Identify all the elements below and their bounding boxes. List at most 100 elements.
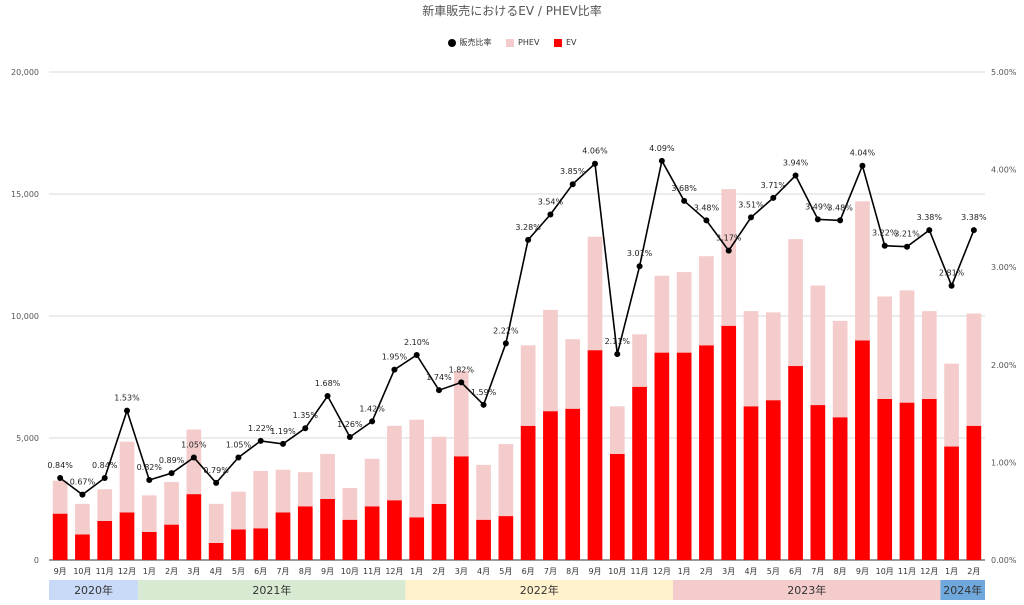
point-ratio[interactable] [190, 454, 197, 461]
bar-phev[interactable] [855, 201, 870, 341]
point-ratio[interactable] [881, 242, 888, 249]
bar-ev[interactable] [609, 453, 625, 560]
point-ratio[interactable] [101, 475, 108, 482]
bar-ev[interactable] [75, 534, 90, 560]
bar-phev[interactable] [231, 491, 246, 530]
bar-phev[interactable] [320, 453, 335, 499]
bar-ev[interactable] [387, 500, 402, 560]
point-ratio[interactable] [792, 172, 799, 179]
bar-phev[interactable] [387, 425, 402, 501]
bar-phev[interactable] [520, 345, 536, 426]
bar-phev[interactable] [810, 285, 826, 406]
bar-phev[interactable] [676, 272, 692, 353]
bar-phev[interactable] [832, 320, 848, 418]
bar-ev[interactable] [297, 506, 313, 560]
point-ratio[interactable] [614, 351, 621, 358]
point-ratio[interactable] [658, 157, 665, 164]
bar-phev[interactable] [409, 419, 425, 518]
bar-ev[interactable] [520, 425, 536, 560]
bar-phev[interactable] [342, 488, 358, 520]
bar-phev[interactable] [587, 236, 603, 351]
legend-item-phev[interactable]: PHEV [506, 38, 539, 47]
bar-ev[interactable] [832, 417, 848, 560]
bar-ev[interactable] [320, 499, 335, 560]
bar-ev[interactable] [699, 345, 714, 560]
bar-phev[interactable] [498, 444, 514, 517]
bar-ev[interactable] [899, 402, 915, 560]
bar-ev[interactable] [453, 456, 469, 560]
point-ratio[interactable] [213, 479, 220, 486]
point-ratio[interactable] [948, 282, 955, 289]
point-ratio[interactable] [146, 476, 153, 483]
bar-ev[interactable] [498, 516, 514, 560]
bar-phev[interactable] [966, 313, 982, 426]
bar-phev[interactable] [654, 275, 670, 353]
point-ratio[interactable] [703, 217, 710, 224]
bar-phev[interactable] [699, 256, 714, 346]
point-ratio[interactable] [525, 236, 532, 243]
bar-ev[interactable] [208, 542, 224, 560]
bar-phev[interactable] [543, 309, 558, 412]
bar-ev[interactable] [654, 352, 670, 560]
bar-phev[interactable] [877, 296, 893, 399]
bar-phev[interactable] [275, 469, 291, 513]
bar-phev[interactable] [721, 189, 737, 326]
point-ratio[interactable] [346, 434, 353, 441]
point-ratio[interactable] [814, 216, 821, 223]
bar-phev[interactable] [208, 503, 224, 543]
bar-ev[interactable] [431, 503, 447, 560]
point-ratio[interactable] [480, 401, 487, 408]
bar-phev[interactable] [788, 239, 803, 367]
bar-phev[interactable] [119, 441, 135, 513]
point-ratio[interactable] [302, 425, 309, 432]
bar-phev[interactable] [899, 290, 915, 403]
point-ratio[interactable] [592, 160, 598, 167]
point-ratio[interactable] [391, 366, 398, 373]
bar-ev[interactable] [810, 405, 826, 560]
point-ratio[interactable] [324, 393, 331, 400]
point-ratio[interactable] [168, 470, 175, 477]
point-ratio[interactable] [770, 194, 777, 201]
point-ratio[interactable] [235, 454, 242, 461]
bar-ev[interactable] [632, 386, 647, 560]
bar-ev[interactable] [52, 513, 68, 560]
bar-phev[interactable] [431, 436, 447, 504]
legend-item-ev[interactable]: EV [553, 38, 577, 47]
point-ratio[interactable] [280, 440, 286, 447]
bar-ev[interactable] [543, 411, 558, 560]
bar-phev[interactable] [476, 464, 491, 520]
point-ratio[interactable] [859, 162, 866, 169]
bar-ev[interactable] [409, 517, 425, 560]
point-ratio[interactable] [904, 243, 910, 250]
bar-ev[interactable] [275, 512, 291, 560]
bar-ev[interactable] [164, 524, 179, 560]
point-ratio[interactable] [458, 379, 465, 386]
bar-phev[interactable] [186, 429, 202, 495]
point-ratio[interactable] [725, 247, 732, 254]
bar-ev[interactable] [587, 350, 603, 560]
point-ratio[interactable] [926, 227, 933, 234]
bar-phev[interactable] [944, 363, 959, 447]
point-ratio[interactable] [547, 211, 554, 218]
point-ratio[interactable] [970, 227, 977, 234]
point-ratio[interactable] [413, 352, 420, 359]
point-ratio[interactable] [79, 491, 86, 498]
bar-phev[interactable] [364, 458, 380, 507]
bar-ev[interactable] [186, 494, 202, 560]
bar-phev[interactable] [743, 311, 759, 407]
bar-phev[interactable] [297, 472, 313, 507]
bar-ev[interactable] [676, 352, 692, 560]
bar-ev[interactable] [743, 406, 759, 560]
bar-phev[interactable] [164, 481, 179, 525]
bar-ev[interactable] [855, 340, 870, 560]
bar-ev[interactable] [97, 520, 113, 560]
point-ratio[interactable] [124, 407, 130, 414]
point-ratio[interactable] [436, 387, 442, 394]
point-ratio[interactable] [636, 263, 643, 270]
bar-ev[interactable] [141, 531, 157, 560]
bar-phev[interactable] [253, 470, 269, 529]
bar-ev[interactable] [364, 506, 380, 560]
bar-ev[interactable] [944, 446, 959, 560]
point-ratio[interactable] [748, 214, 754, 221]
bar-ev[interactable] [765, 400, 781, 560]
